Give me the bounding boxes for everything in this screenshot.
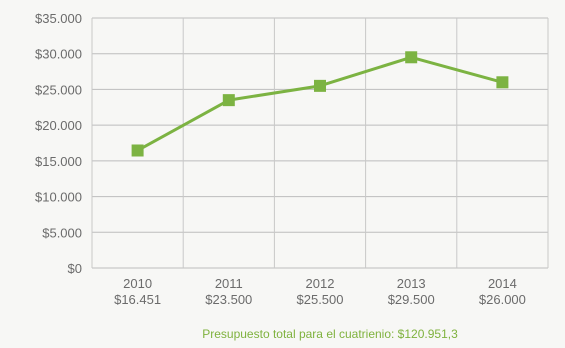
series-layer <box>131 51 509 157</box>
x-tick-sublabel: $23.500 <box>205 292 252 307</box>
chart-footer-note: Presupuesto total para el cuatrienio: $1… <box>202 327 458 341</box>
x-tick-label: 2010 <box>123 276 152 291</box>
y-tick-label: $10.000 <box>35 190 82 205</box>
data-point-marker <box>496 76 509 89</box>
y-tick-label: $25.000 <box>35 82 82 97</box>
x-axis-labels: 2010$16.451 2011$23.500 2012$25.500 2013$29… <box>114 276 526 307</box>
x-tick-label: 2011 <box>215 276 243 291</box>
data-point-marker <box>222 94 235 107</box>
y-tick-label: $5.000 <box>42 225 82 240</box>
y-axis-labels: $0 $5.000 $10.000 $15.000 $20.000 $25.000 $30.… <box>35 11 82 276</box>
y-tick-label: $35.000 <box>35 11 82 26</box>
y-tick-label: $20.000 <box>35 118 82 133</box>
x-tick-sublabel: $16.451 <box>114 292 161 307</box>
x-tick-label: 2014 <box>488 276 517 291</box>
x-tick-sublabel: $25.500 <box>297 292 344 307</box>
grid-lines <box>91 17 549 269</box>
x-tick-label: 2012 <box>306 276 335 291</box>
x-tick-sublabel: $29.500 <box>388 292 435 307</box>
data-point-marker <box>314 79 326 92</box>
data-point-marker <box>405 51 418 64</box>
y-tick-label: $15.000 <box>35 154 82 169</box>
x-tick-sublabel: $26.000 <box>479 292 526 307</box>
data-point-marker <box>131 144 144 157</box>
y-tick-label: $0 <box>68 261 82 276</box>
y-tick-label: $30.000 <box>35 47 82 62</box>
x-tick-label: 2013 <box>397 276 426 291</box>
series-line <box>136 55 503 152</box>
